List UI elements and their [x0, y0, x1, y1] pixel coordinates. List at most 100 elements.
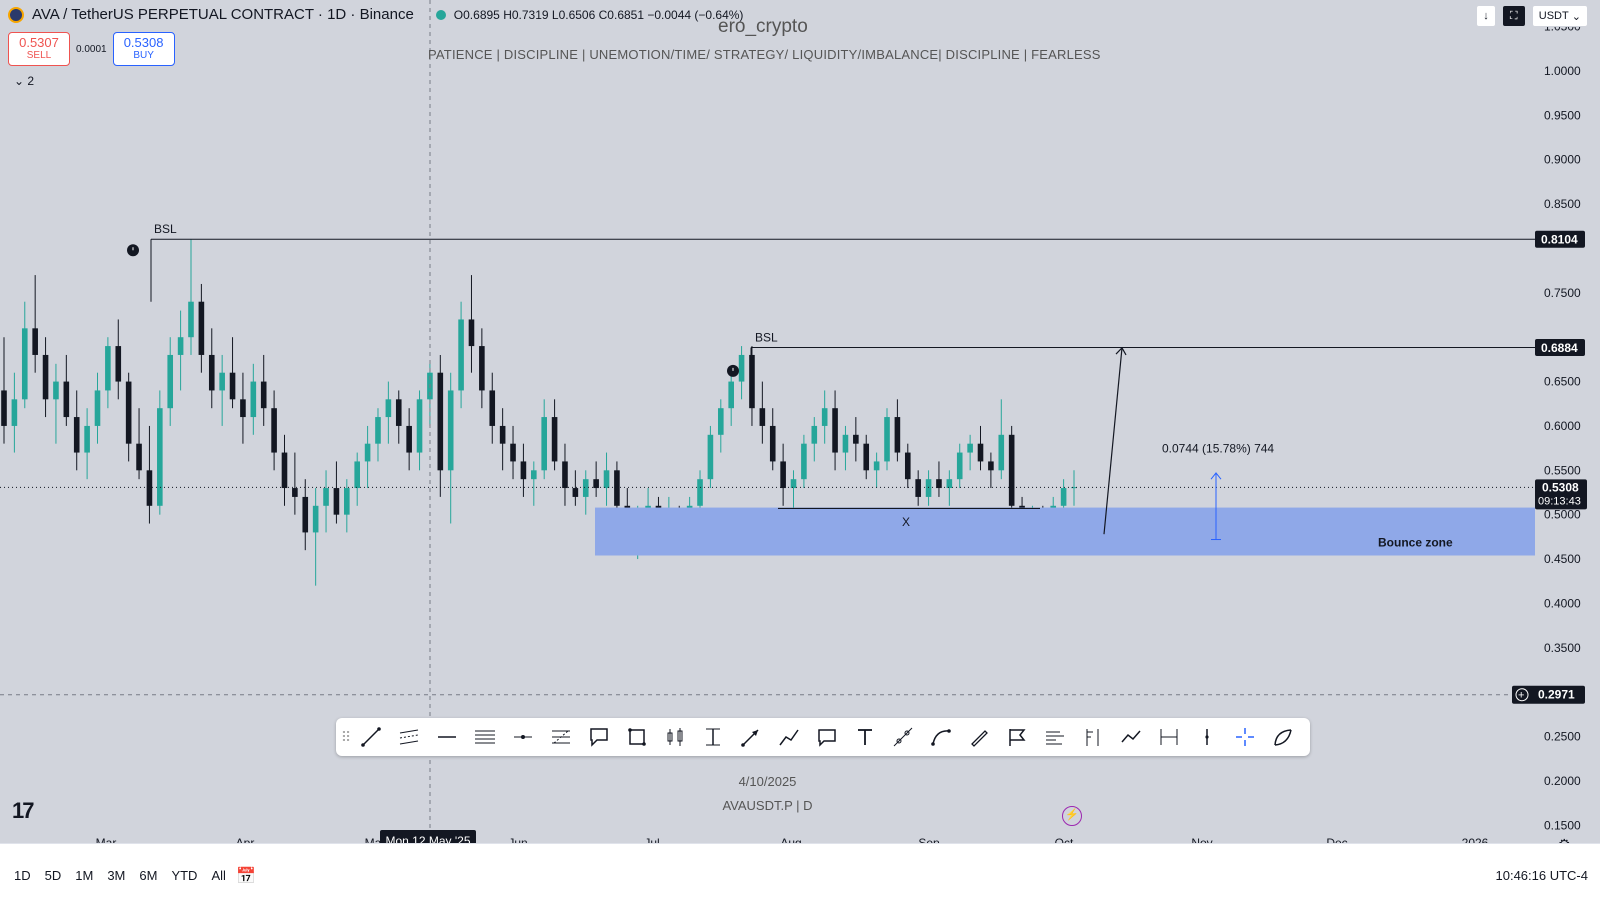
fullscreen-button[interactable]: ⛶	[1501, 5, 1526, 27]
flash-icon[interactable]: ⚡	[1062, 806, 1082, 826]
price-tick-label: 0.9500	[1544, 108, 1581, 122]
cross-line-tool[interactable]	[504, 722, 542, 752]
ray-tool[interactable]	[884, 722, 922, 752]
ray-icon	[893, 727, 913, 747]
brush-tool[interactable]	[960, 722, 998, 752]
indicators-toggle[interactable]: ⌄ 2	[14, 74, 34, 88]
price-badge-current: 0.5308	[1542, 480, 1579, 494]
volume-profile-tool[interactable]	[1036, 722, 1074, 752]
symbol-title[interactable]: AVA / TetherUS PERPETUAL CONTRACT · 1D ·…	[32, 6, 414, 23]
candle-body	[842, 434, 849, 453]
candle-body	[479, 346, 485, 391]
price-tick-label: 0.4000	[1544, 596, 1581, 610]
candle-body	[769, 425, 776, 462]
price-tick-label: 1.0000	[1544, 64, 1581, 78]
arrow-tool[interactable]	[732, 722, 770, 752]
candle-body	[63, 381, 70, 418]
rectangle-icon	[628, 728, 646, 746]
trend-line-tool[interactable]	[352, 722, 390, 752]
candle-body	[614, 470, 620, 506]
candle-body	[759, 408, 766, 426]
candle-body	[1008, 434, 1015, 506]
candle-body	[146, 470, 153, 506]
candle-body	[738, 354, 745, 382]
candle-body	[208, 354, 215, 391]
candle-body	[520, 461, 527, 480]
candle-body	[447, 390, 454, 471]
arrow-down-icon: ↓	[1483, 10, 1489, 22]
timeframe-ytd[interactable]: YTD	[171, 868, 198, 883]
ohlc-values: O0.6895 H0.7319 L0.6506 C0.6851 −0.0044 …	[454, 8, 744, 22]
buy-button[interactable]: 0.5308 BUY	[112, 32, 175, 66]
price-range-icon	[706, 728, 720, 746]
chart-header: AVA / TetherUS PERPETUAL CONTRACT · 1D ·…	[8, 6, 743, 23]
timeframe-all[interactable]: All	[211, 868, 226, 883]
arc-icon	[1274, 729, 1292, 746]
crosshair-tool[interactable]	[1226, 722, 1264, 752]
sell-price: 0.5307	[19, 35, 59, 50]
candle-body	[832, 408, 838, 453]
download-button[interactable]: ↓	[1476, 5, 1496, 27]
author-watermark: ero_crypto	[718, 16, 808, 37]
plus-icon: +	[1518, 690, 1524, 702]
tradingview-logo[interactable]: 17	[12, 798, 35, 823]
timeframe-6m[interactable]: 6M	[139, 868, 158, 883]
candle-body	[936, 479, 942, 489]
calendar-icon[interactable]: 📅	[236, 868, 256, 885]
timeframe-1m[interactable]: 1M	[75, 868, 94, 883]
sell-button[interactable]: 0.5307 SELL	[8, 32, 70, 66]
vertical-line-tool[interactable]	[1188, 722, 1226, 752]
candle-body	[395, 399, 402, 426]
bounce-zone-rect	[595, 507, 1535, 556]
parallel-channel-tool[interactable]	[390, 722, 428, 752]
candle-body	[292, 488, 298, 497]
candle-body	[385, 399, 392, 418]
arc-tool[interactable]	[1264, 722, 1302, 752]
change-value: −0.0044 (−0.64%)	[647, 7, 744, 22]
comment-icon	[818, 729, 836, 747]
multi-line-tool[interactable]	[466, 722, 504, 752]
callout-tool[interactable]	[580, 722, 618, 752]
price-tick-label: 0.6500	[1544, 375, 1581, 389]
spread-value: 0.0001	[76, 43, 107, 55]
candle-body	[873, 461, 880, 471]
candle-body	[707, 434, 714, 480]
candle-body	[375, 417, 381, 444]
path-tool[interactable]	[770, 722, 808, 752]
chevron-down-icon: ⌄	[14, 74, 25, 88]
flag-tool[interactable]	[998, 722, 1036, 752]
candle-body	[229, 372, 236, 400]
anchored-vwap-tool[interactable]	[1074, 722, 1112, 752]
curve-tool[interactable]	[922, 722, 960, 752]
chart-canvas[interactable]	[0, 0, 1535, 843]
candle-body	[593, 479, 599, 489]
brush-icon	[971, 730, 988, 747]
path-icon	[779, 729, 799, 746]
utc-clock[interactable]: 10:46:16 UTC-4	[1495, 868, 1589, 883]
currency-select[interactable]: USDT ⌄	[1531, 5, 1588, 27]
price-range-tool[interactable]	[694, 722, 732, 752]
chart-svg[interactable]: BSL BSL X 0.0744 (15.78%) 744 Bounce zone 1.…	[0, 0, 1600, 843]
drag-handle-icon[interactable]: ⠿	[340, 728, 352, 745]
price-badge-mid-bsl-bg	[1535, 338, 1585, 356]
timeframe-5d[interactable]: 5D	[44, 868, 62, 883]
price-tick-label: 0.8500	[1544, 197, 1581, 211]
close-value: C0.6851	[598, 7, 645, 22]
fib-tool[interactable]	[542, 722, 580, 752]
horizontal-ray-tool[interactable]	[428, 722, 466, 752]
rectangle-tool[interactable]	[618, 722, 656, 752]
comment-tool[interactable]	[808, 722, 846, 752]
date-range-tool[interactable]	[1150, 722, 1188, 752]
price-countdown: 09:13:43	[1538, 495, 1581, 507]
timeframe-3m[interactable]: 3M	[107, 868, 126, 883]
anchored-vwap-icon	[1086, 729, 1099, 746]
open-value: O0.6895	[453, 7, 500, 22]
long-position-tool[interactable]	[656, 722, 694, 752]
timeframe-1d[interactable]: 1D	[14, 868, 31, 883]
callout-icon	[590, 728, 608, 747]
candle-body	[603, 470, 610, 489]
candle-body	[863, 443, 870, 471]
candle-body	[84, 425, 90, 453]
forecast-tool[interactable]	[1112, 722, 1150, 752]
text-tool[interactable]	[846, 722, 884, 752]
